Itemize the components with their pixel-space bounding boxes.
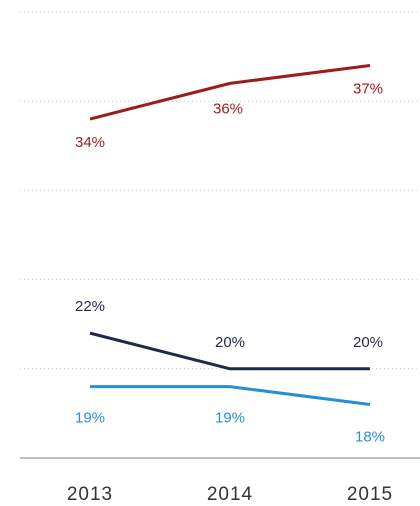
data-label: 19% bbox=[75, 410, 105, 427]
x-tick-label: 2015 bbox=[347, 484, 393, 505]
label-layer: 34% 36% 37% 22% 20% 20% 19% 19% 18% bbox=[75, 81, 385, 446]
data-label: 20% bbox=[215, 334, 245, 351]
x-tick-label: 2013 bbox=[67, 484, 113, 505]
data-label: 34% bbox=[75, 134, 105, 151]
axis-layer: 2013 2014 2015 bbox=[20, 457, 420, 505]
data-label: 37% bbox=[353, 81, 383, 98]
series-line-0 bbox=[89, 64, 371, 121]
data-label: 22% bbox=[75, 298, 105, 315]
data-label: 36% bbox=[213, 100, 243, 117]
data-label: 18% bbox=[355, 428, 385, 445]
series-line-2 bbox=[90, 385, 371, 406]
series-layer bbox=[89, 64, 371, 406]
data-label: 20% bbox=[353, 334, 383, 351]
data-label: 19% bbox=[215, 410, 245, 427]
series-line-1 bbox=[89, 331, 370, 371]
x-tick-label: 2014 bbox=[207, 484, 253, 505]
grid-layer bbox=[20, 11, 420, 370]
